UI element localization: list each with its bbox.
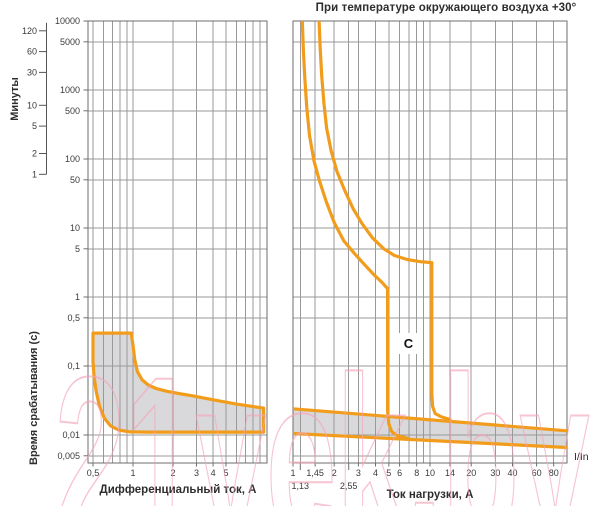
y-tick-label: 100 [65,154,80,164]
y-tick-label: 0,01 [62,430,80,440]
y-tick-label: 5000 [60,37,80,47]
x-tick-label: 8 [414,468,419,478]
x-tick-label: 4 [373,468,378,478]
x-tick-label: 14 [445,468,455,478]
chart-title: При температуре окружающего воздуха +30° [315,2,577,14]
x-tick-label: 5 [223,468,228,478]
y-tick-label: 500 [65,106,80,116]
x-tick-label: 20 [466,468,476,478]
trip-upper-limit-curve [317,21,452,422]
x-tick-label: 1,45 [306,468,324,478]
left-curves-group [91,331,266,434]
left-trip-band-fill [93,333,264,433]
minute-tick-label: 2 [32,149,37,159]
y-tick-label: 1 [75,292,80,302]
left-plot-border [87,20,268,464]
x-tick-label: 6 [397,468,402,478]
trip-lower-limit-curve [300,21,409,440]
x-tick-label: 0,5 [87,468,100,478]
x-tick-label: 30 [490,468,500,478]
x-tick-label: 1 [130,468,135,478]
left-trip-band-outline [91,331,266,434]
x-axis-title-load-current: Ток нагрузки, А [386,489,474,501]
y-tick-label: 5 [75,244,80,254]
x-tick-label: 4 [211,468,216,478]
left-band-fill-group [93,333,264,433]
minute-tick-label: 5 [32,121,37,131]
x-tick-label: 1 [290,468,295,478]
y-tick-label: 0,5 [67,313,80,323]
right-curves-group [293,21,567,450]
x-tick-label: 3 [356,468,361,478]
minute-tick-label: 10 [27,100,37,110]
minute-tick-label: 30 [27,67,37,77]
y-tick-label: 50 [70,175,80,185]
x-tick-label: 2 [332,468,337,478]
y-tick-label: 0,005 [57,451,80,461]
x-unit-label: I/In [574,451,589,463]
y-tick-label: 10000 [55,16,80,26]
x-tick-label: 60 [532,468,542,478]
y-tick-label: 1000 [60,85,80,95]
right-band-lower-line [293,431,567,450]
x-axis-title-differential-current: Дифференциальный ток, А [99,484,257,496]
y-tick-label: 0,1 [67,361,80,371]
x-tick-label: 3 [194,468,199,478]
x-tick-label: 40 [507,468,517,478]
x-tick-label: 10 [425,468,435,478]
x-tick-label-row2: 2,55 [340,481,358,491]
minute-tick-label: 60 [27,47,37,57]
curve-class-label: C [399,333,418,354]
y-tick-label: 10 [70,223,80,233]
right-band-upper-line [293,407,567,433]
x-tick-label-row2: 1,13 [292,481,310,491]
x-tick-label: 2 [171,468,176,478]
minute-tick-label: 1 [32,169,37,179]
minute-tick-label: 120 [22,26,37,36]
x-tick-label: 80 [549,468,559,478]
x-tick-label: 5 [386,468,391,478]
